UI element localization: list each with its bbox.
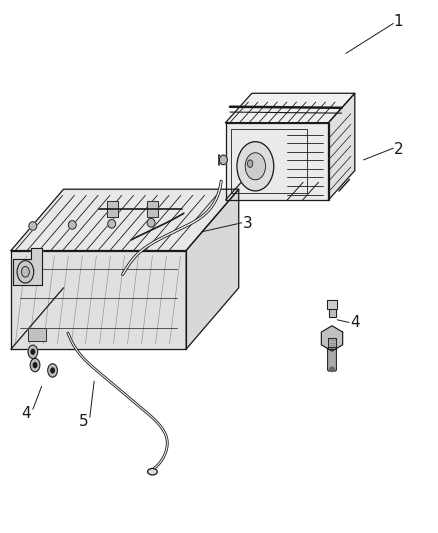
Polygon shape <box>11 251 186 349</box>
Text: 5: 5 <box>78 414 88 429</box>
Polygon shape <box>321 326 343 351</box>
Ellipse shape <box>33 362 37 368</box>
Bar <box>107 201 118 217</box>
Ellipse shape <box>219 155 227 165</box>
Ellipse shape <box>108 220 116 228</box>
Text: 4: 4 <box>21 406 31 421</box>
Bar <box>327 300 337 309</box>
Bar <box>328 338 336 349</box>
Ellipse shape <box>29 222 37 230</box>
Bar <box>147 201 158 217</box>
Ellipse shape <box>148 469 157 475</box>
Ellipse shape <box>147 219 155 227</box>
Polygon shape <box>186 189 239 349</box>
Polygon shape <box>226 123 328 200</box>
Ellipse shape <box>330 367 334 372</box>
Ellipse shape <box>51 368 54 373</box>
Bar <box>328 309 336 317</box>
Ellipse shape <box>247 160 253 167</box>
Bar <box>28 328 46 341</box>
Bar <box>327 300 337 309</box>
Ellipse shape <box>31 350 35 354</box>
Ellipse shape <box>237 142 274 191</box>
Text: 4: 4 <box>350 315 360 330</box>
Polygon shape <box>328 93 355 200</box>
Text: 2: 2 <box>394 142 403 157</box>
Bar <box>28 328 46 341</box>
Ellipse shape <box>21 266 29 277</box>
Text: 1: 1 <box>394 14 403 29</box>
Ellipse shape <box>28 345 38 358</box>
Text: 3: 3 <box>243 216 252 231</box>
Bar <box>328 338 336 349</box>
Ellipse shape <box>245 153 265 180</box>
Ellipse shape <box>48 364 57 377</box>
Bar <box>328 309 336 317</box>
Polygon shape <box>11 189 239 251</box>
Bar <box>107 201 118 217</box>
Ellipse shape <box>68 221 76 229</box>
FancyBboxPatch shape <box>328 348 336 371</box>
Bar <box>147 201 158 217</box>
Ellipse shape <box>17 261 34 283</box>
Ellipse shape <box>30 358 40 372</box>
Polygon shape <box>226 93 355 123</box>
Polygon shape <box>13 248 42 285</box>
